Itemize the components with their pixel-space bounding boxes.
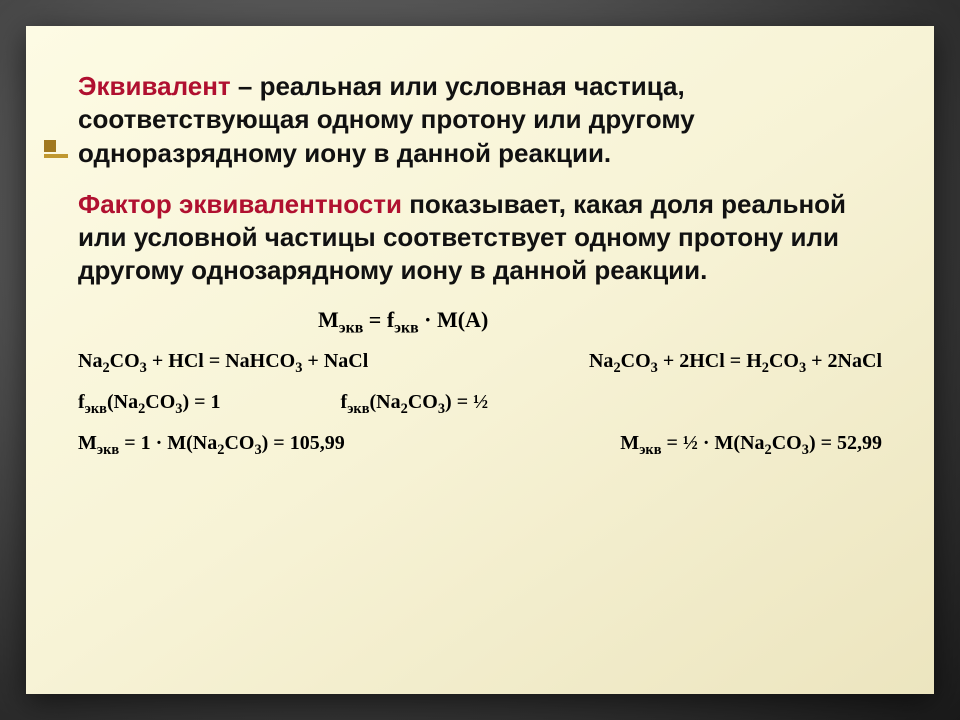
accent-bar [44,154,68,158]
equation-3-right: Мэкв = ½ · М(Na2CO3) = 52,99 [620,432,882,455]
equation-1-right: Na2CO3 + 2HCl = H2CO3 + 2NaCl [589,350,882,373]
definition-factor: Фактор эквивалентности показывает, какая… [78,188,882,288]
equation-2-left: fэкв(Na2CO3) = 1 [78,391,221,414]
equation-row-2: fэкв(Na2CO3) = 1 fэкв(Na2CO3) = ½ [78,391,882,414]
term-equivalent: Эквивалент [78,71,231,101]
accent-square [44,140,56,152]
equation-row-3: Мэкв = 1 · М(Na2CO3) = 105,99 Мэкв = ½ ·… [78,432,882,455]
term-factor: Фактор эквивалентности [78,189,402,219]
equation-2-mid: fэкв(Na2CO3) = ½ [341,391,489,414]
equation-1-left: Na2CO3 + HCl = NaHCO3 + NaCl [78,350,368,373]
definition-equivalent: Эквивалент – реальная или условная части… [78,70,882,170]
equation-row-1: Na2CO3 + HCl = NaHCO3 + NaCl Na2CO3 + 2H… [78,350,882,373]
equation-3-left: Мэкв = 1 · М(Na2CO3) = 105,99 [78,432,345,455]
slide: Эквивалент – реальная или условная части… [26,26,934,694]
formula-main: Мэкв = fэкв · М(А) [318,306,882,334]
